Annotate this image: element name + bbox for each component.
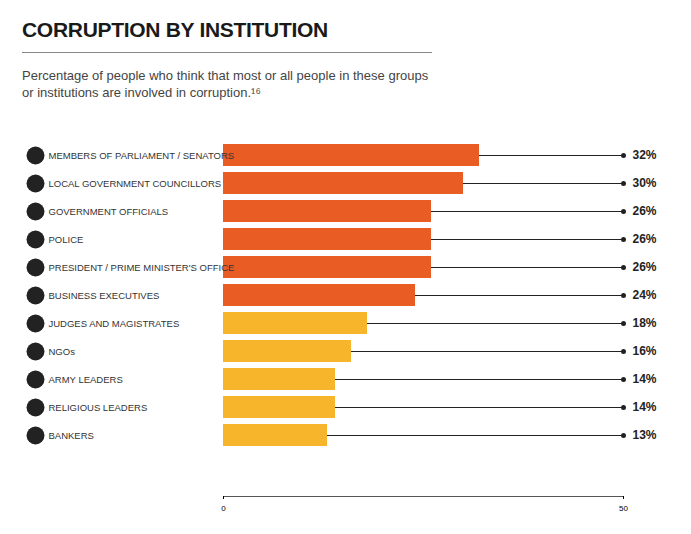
svg-text:NGOs: NGOs: [49, 346, 76, 357]
svg-text:POLICE: POLICE: [49, 234, 84, 245]
svg-text:14%: 14%: [633, 400, 657, 414]
svg-text:ARMY LEADERS: ARMY LEADERS: [49, 374, 123, 385]
svg-text:18%: 18%: [633, 316, 657, 330]
svg-text:26%: 26%: [633, 260, 657, 274]
svg-text:26%: 26%: [633, 232, 657, 246]
svg-text:30%: 30%: [633, 176, 657, 190]
html-text:CORRUPTION BY INSTITUTION: CORRUPTION BY INSTITUTION: [22, 18, 328, 41]
svg-text:BUSINESS EXECUTIVES: BUSINESS EXECUTIVES: [49, 290, 160, 301]
svg-text:BANKERS: BANKERS: [49, 430, 94, 441]
svg-text:JUDGES AND MAGISTRATES: JUDGES AND MAGISTRATES: [49, 318, 180, 329]
svg-text:26%: 26%: [633, 204, 657, 218]
svg-text:0: 0: [221, 504, 226, 513]
svg-text:13%: 13%: [633, 428, 657, 442]
svg-text:PRESIDENT / PRIME MINISTER'S O: PRESIDENT / PRIME MINISTER'S OFFICE: [49, 262, 235, 273]
html-text:Percentage of people who think: Percentage of people who think that most…: [22, 68, 429, 100]
svg-text:RELIGIOUS LEADERS: RELIGIOUS LEADERS: [49, 402, 148, 413]
svg-text:24%: 24%: [633, 288, 657, 302]
svg-text:16%: 16%: [633, 344, 657, 358]
svg-text:32%: 32%: [633, 148, 657, 162]
svg-text:LOCAL GOVERNMENT COUNCILLORS: LOCAL GOVERNMENT COUNCILLORS: [49, 178, 222, 189]
svg-text:GOVERNMENT OFFICIALS: GOVERNMENT OFFICIALS: [49, 206, 169, 217]
svg-text:14%: 14%: [633, 372, 657, 386]
svg-text:50: 50: [619, 504, 628, 513]
svg-text:MEMBERS OF PARLIAMENT / SENATO: MEMBERS OF PARLIAMENT / SENATORS: [49, 150, 235, 161]
